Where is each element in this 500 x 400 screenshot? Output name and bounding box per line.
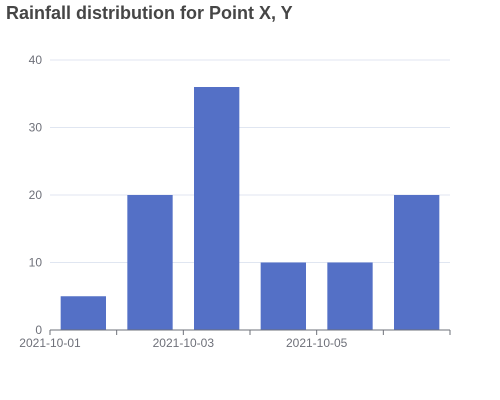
- bar[interactable]: [194, 87, 240, 330]
- x-tick-label: 2021-10-01: [19, 336, 81, 350]
- y-tick-label: 40: [29, 53, 43, 67]
- y-axis-labels: 0 10 20 30 40: [29, 53, 43, 337]
- x-axis: [49, 329, 451, 335]
- x-tick-label: 2021-10-05: [286, 336, 348, 350]
- bar[interactable]: [60, 296, 106, 330]
- bar[interactable]: [127, 195, 173, 330]
- grid-lines: [50, 59, 450, 263]
- y-tick-label: 30: [29, 121, 43, 135]
- y-tick-label: 20: [29, 188, 43, 202]
- x-axis-labels: 2021-10-01 2021-10-03 2021-10-05: [19, 336, 347, 350]
- y-tick-label: 10: [29, 256, 43, 270]
- bar[interactable]: [327, 262, 373, 331]
- chart-title: Rainfall distribution for Point X, Y: [6, 3, 293, 23]
- y-tick-label: 0: [35, 323, 42, 337]
- x-tick-label: 2021-10-03: [153, 336, 215, 350]
- bar[interactable]: [394, 195, 440, 330]
- bars: [60, 87, 440, 331]
- bar[interactable]: [260, 262, 306, 331]
